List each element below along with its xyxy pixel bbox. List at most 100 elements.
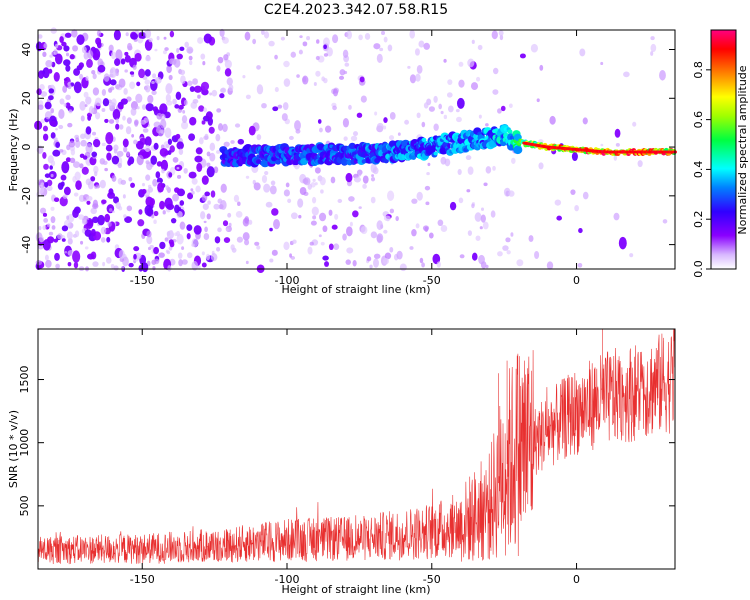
noise-blob: [456, 116, 462, 123]
noise-blob: [458, 79, 465, 88]
noise-blob: [214, 236, 221, 244]
noise-blob: [176, 166, 180, 170]
noise-blob: [201, 175, 209, 185]
spectrogram-panel: -150 -100 -50 0 -40 -20 0 20 40 Height of straig…: [7, 27, 677, 296]
noise-blob: [208, 126, 215, 134]
noise-blob: [479, 226, 483, 230]
noise-blob: [556, 215, 562, 221]
noise-blob: [135, 93, 143, 103]
noise-blob: [64, 251, 68, 254]
noise-blob: [95, 37, 102, 45]
noise-blob: [312, 215, 317, 220]
noise-blob: [244, 216, 250, 224]
noise-blob: [237, 138, 245, 145]
noise-blob: [40, 207, 47, 214]
noise-blob: [404, 119, 410, 125]
noise-blob: [436, 261, 441, 268]
noise-blob: [483, 182, 488, 187]
noise-blob: [65, 64, 71, 72]
noise-blob: [80, 133, 86, 140]
noise-blob: [172, 156, 179, 163]
noise-blob: [112, 210, 116, 213]
noise-blob: [80, 115, 85, 122]
noise-blob: [171, 58, 177, 65]
noise-blob: [204, 226, 208, 233]
noise-blob: [147, 94, 154, 104]
noise-blob: [213, 166, 219, 174]
noise-blob: [182, 109, 186, 114]
noise-blob: [181, 246, 185, 251]
noise-blob: [51, 225, 56, 230]
noise-blob: [150, 155, 158, 165]
noise-blob: [169, 230, 173, 235]
noise-blob: [396, 250, 403, 260]
noise-blob: [151, 259, 157, 265]
noise-blob: [166, 100, 173, 106]
noise-blob: [252, 38, 257, 45]
noise-blob: [287, 198, 292, 204]
noise-blob: [67, 83, 72, 90]
noise-blob: [471, 252, 478, 261]
noise-blob: [118, 249, 125, 260]
spectrogram-ylabel: Frequency (Hz): [7, 109, 20, 192]
noise-blob: [416, 191, 423, 201]
noise-blob: [67, 238, 73, 245]
noise-blob: [108, 119, 115, 124]
noise-blob: [387, 190, 395, 201]
noise-blob: [578, 228, 583, 234]
noise-blob: [263, 31, 270, 39]
noise-blob: [418, 40, 425, 48]
noise-blob: [207, 200, 211, 205]
noise-blob: [411, 198, 418, 204]
y-tick-label: 500: [18, 495, 31, 516]
noise-blob: [312, 178, 316, 182]
noise-blob: [176, 48, 180, 53]
noise-blob: [65, 94, 71, 101]
noise-blob: [206, 162, 211, 167]
noise-blob: [36, 88, 42, 96]
noise-blob: [134, 52, 142, 62]
noise-blob: [115, 49, 123, 61]
noise-blob: [63, 45, 70, 52]
noise-blob: [170, 217, 177, 224]
noise-blob: [93, 165, 99, 174]
noise-blob: [383, 117, 388, 124]
noise-blob: [166, 203, 175, 210]
noise-blob: [72, 208, 79, 218]
noise-blob: [100, 226, 107, 235]
noise-blob: [153, 219, 157, 225]
noise-blob: [478, 114, 482, 119]
noise-blob: [59, 36, 64, 43]
noise-blob: [84, 246, 89, 250]
noise-blob: [130, 182, 135, 188]
noise-blob: [105, 132, 114, 145]
noise-blob: [129, 71, 135, 75]
noise-blob: [177, 174, 182, 179]
noise-blob: [225, 228, 229, 232]
noise-blob: [428, 106, 435, 112]
noise-blob: [373, 253, 381, 259]
noise-blob: [382, 257, 389, 265]
noise-blob: [467, 230, 473, 236]
noise-blob: [370, 163, 377, 174]
noise-blob: [485, 123, 489, 127]
colorbar: 0.0 0.2 0.4 0.6 0.8 Normalized spectral ampl…: [692, 29, 749, 278]
noise-blob: [415, 73, 421, 82]
x-tick-label: -150: [130, 274, 155, 287]
colorbar-gradient: [710, 29, 737, 270]
noise-blob: [457, 168, 462, 176]
noise-blob: [102, 98, 110, 107]
noise-blob: [437, 219, 444, 227]
noise-blob: [273, 218, 280, 230]
noise-blob: [92, 87, 100, 96]
noise-blob: [55, 53, 63, 65]
noise-blob: [73, 192, 79, 197]
noise-blob: [265, 201, 273, 208]
noise-blob: [330, 176, 336, 184]
noise-blob: [68, 109, 73, 114]
noise-blob: [508, 190, 515, 197]
noise-blob: [108, 102, 116, 109]
noise-blob: [211, 89, 218, 97]
noise-blob: [97, 64, 106, 73]
